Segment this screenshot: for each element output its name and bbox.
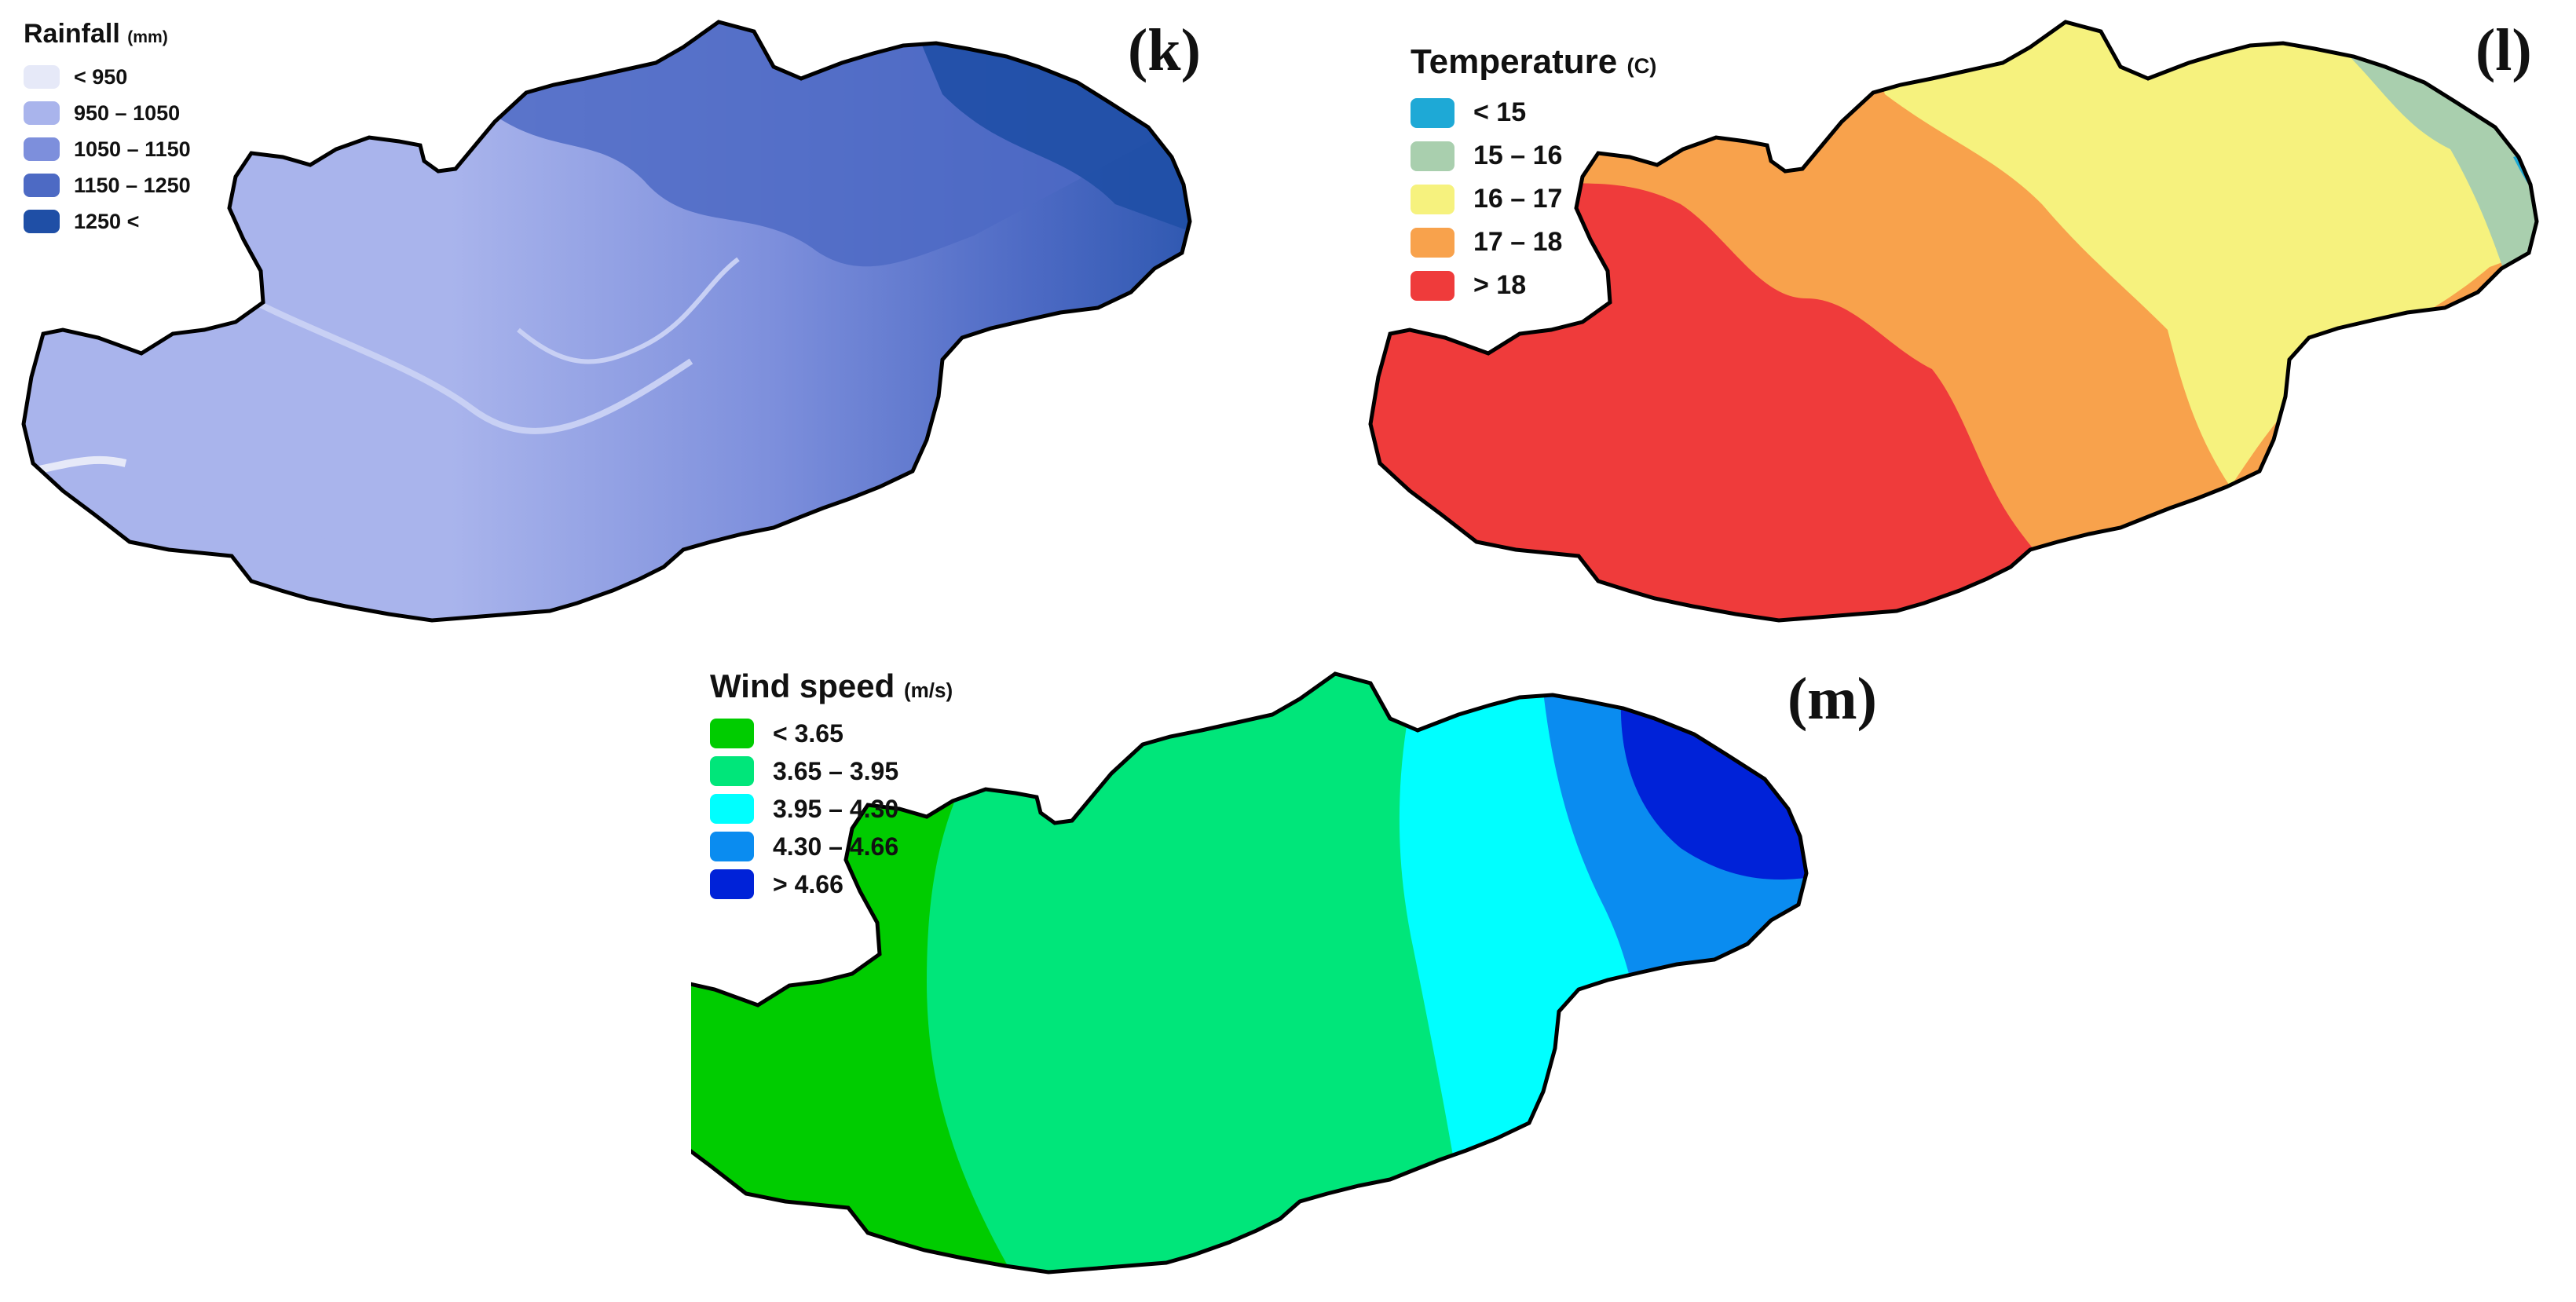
temperature-swatch [1411,97,1454,128]
rainfall-legend-title: Rainfall (mm) [24,19,168,49]
wind-swatch [710,719,754,748]
temperature-map [1288,0,2576,652]
temperature-legend: Temperature (C) < 15 15 – 16 16 – 17 17 … [1411,42,1656,307]
wind-legend-item: < 3.65 [710,715,953,752]
temperature-legend-title: Temperature (C) [1411,42,1657,81]
wind-legend-item: > 4.66 [710,865,953,903]
wind-swatch [710,794,754,824]
temperature-zone-under-15-south [2513,314,2537,361]
rainfall-map [0,0,1288,652]
rainfall-swatch [24,137,60,161]
rainfall-legend-item: 1150 – 1250 [24,167,191,203]
rainfall-legend-item: 1250 < [24,203,191,240]
wind-speed-map-panel: Wind speed (m/s) < 3.65 3.65 – 3.95 3.95… [691,652,1948,1302]
temperature-swatch [1411,141,1454,171]
wind-swatch [710,756,754,786]
rainfall-legend-item: 1050 – 1150 [24,131,191,167]
temperature-swatch [1411,227,1454,258]
rainfall-swatch [24,174,60,197]
temperature-swatch [1411,270,1454,301]
panel-label-l: (l) [2475,17,2532,83]
wind-legend-title: Wind speed (m/s) [710,667,953,704]
rainfall-valley-1 [218,280,693,434]
temperature-swatch [1411,184,1454,214]
rainfall-legend-item: < 950 [24,59,191,95]
temperature-map-panel: Temperature (C) < 15 15 – 16 16 – 17 17 … [1288,0,2576,652]
temperature-legend-item: 15 – 16 [1411,134,1656,177]
temperature-legend-item: > 18 [1411,264,1656,307]
temperature-legend-item: 16 – 17 [1411,177,1656,221]
rainfall-swatch [24,210,60,233]
wind-swatch [710,832,754,861]
rainfall-swatch [24,65,60,89]
rainfall-legend-item: 950 – 1050 [24,95,191,131]
wind-swatch [710,869,754,899]
rainfall-map-panel: Rainfall (mm) < 950 950 – 1050 1050 – 11… [0,0,1288,652]
rainfall-valley-2 [517,257,740,364]
temperature-zone-16-17 [1853,22,2537,487]
panel-label-m: (m) [1787,666,1877,732]
wind-legend-item: 3.65 – 3.95 [710,752,953,790]
wind-legend-item: 3.95 – 4.30 [710,790,953,828]
wind-speed-map [691,652,1948,1302]
rainfall-swatch [24,101,60,125]
temperature-legend-item: 17 – 18 [1411,221,1656,264]
rainfall-zone-under-950 [31,455,127,475]
panel-label-k: (k) [1128,17,1201,83]
wind-legend-item: 4.30 – 4.66 [710,828,953,865]
temperature-legend-item: < 15 [1411,91,1656,134]
rainfall-legend: Rainfall (mm) < 950 950 – 1050 1050 – 11… [24,19,191,240]
wind-legend: Wind speed (m/s) < 3.65 3.65 – 3.95 3.95… [710,667,953,903]
